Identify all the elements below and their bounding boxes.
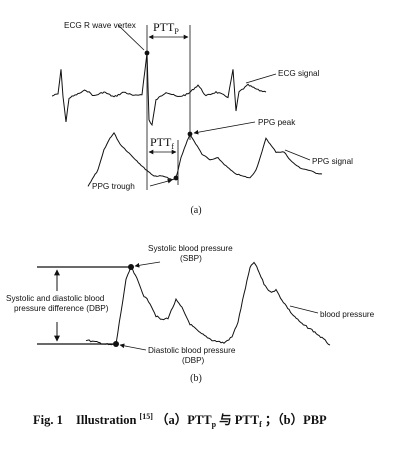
panel-a-marker: (a)	[190, 205, 201, 216]
dbp-label: Diastolic blood pressure (DBP)	[148, 346, 236, 365]
figure-caption: Fig. 1 Illustration [15] （a）PTTp 与 PTTf …	[33, 408, 327, 430]
blood-pressure-trace	[85, 261, 331, 346]
ptt-f-label: PTTf	[150, 135, 174, 151]
ppg-peak-dot	[187, 131, 193, 137]
sbp-label: Systolic blood pressure (SBP)	[148, 244, 233, 263]
ecg-r-wave-dot	[144, 50, 150, 56]
ppg-signal-trace	[87, 131, 323, 187]
ppg-peak-pointer	[193, 121, 256, 135]
ppg-trough-pointer	[149, 178, 173, 187]
ecg-signal-label: ECG signal	[278, 69, 320, 78]
ppg-trough-label: PPG trough	[92, 182, 135, 191]
panel-a: PTTP PTTf ECG R wave vertex ECG signal P…	[51, 20, 353, 216]
ppg-signal-pointer	[284, 149, 311, 161]
blood-pressure-label: blood pressure	[320, 310, 375, 319]
dbp-dot	[113, 341, 119, 347]
blood-pressure-pointer	[289, 305, 319, 314]
ppg-signal-label: PPG signal	[312, 157, 353, 166]
ecg-vertex-label: ECG R wave vertex	[64, 21, 136, 30]
ppg-trough-dot	[173, 175, 179, 181]
panel-b: Systolic and diastolic blood pressure dif…	[6, 244, 375, 384]
ptt-p-label: PTTP	[153, 20, 179, 36]
sbp-dot	[128, 264, 134, 270]
ecg-signal-trace	[51, 52, 267, 127]
pressure-difference-label: Systolic and diastolic blood pressure dif…	[6, 294, 109, 313]
ecg-vertex-pointer	[117, 24, 145, 51]
panel-b-marker: (b)	[190, 373, 202, 384]
sbp-pointer	[134, 261, 161, 268]
ppg-peak-label: PPG peak	[258, 118, 296, 127]
dbp-pointer	[119, 343, 147, 351]
ecg-signal-pointer	[245, 73, 277, 84]
